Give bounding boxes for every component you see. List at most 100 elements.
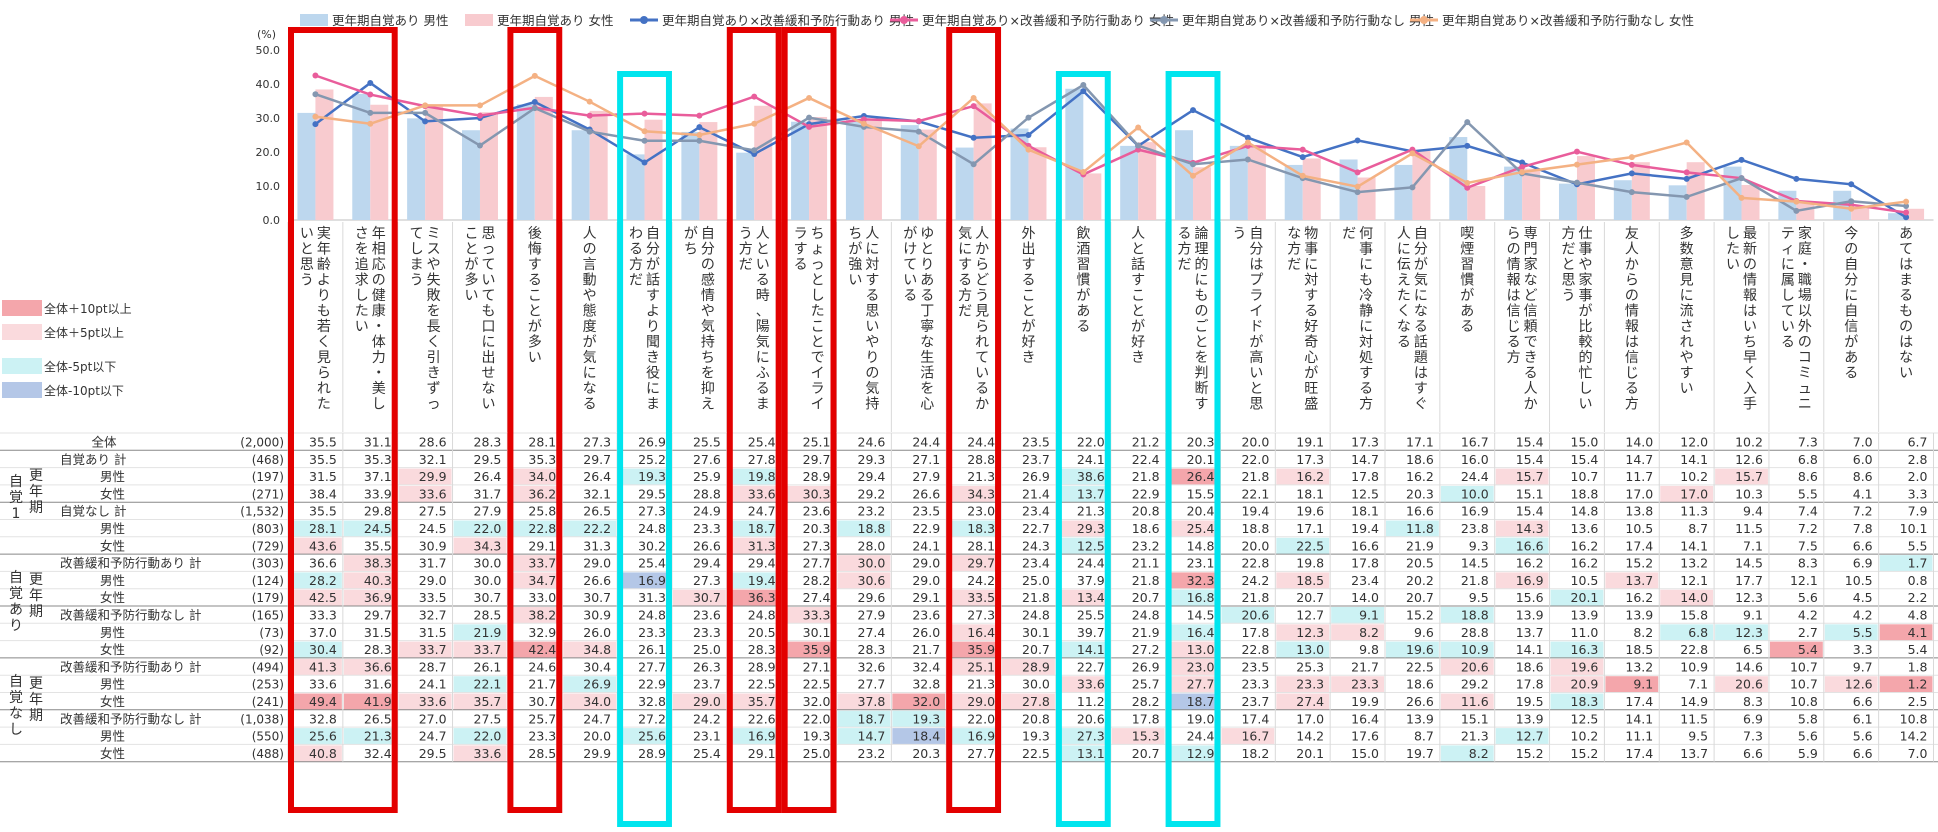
cell-highlight [947, 658, 1001, 676]
cell-highlight [1166, 745, 1220, 762]
cell-highlight [1550, 676, 1604, 693]
category-label: を [427, 304, 441, 320]
bar-female [1193, 167, 1212, 220]
row-base: (1,532) [240, 505, 284, 519]
cell-value: 19.5 [1516, 694, 1544, 709]
y-unit-label: (%) [257, 28, 276, 41]
cell-value: 16.0 [1461, 452, 1489, 467]
cell-value: 15.3 [1132, 729, 1160, 744]
category-label: 出 [481, 350, 495, 366]
group-sublabel: 年 [29, 484, 43, 500]
cell-value: 24.1 [1077, 452, 1105, 467]
category-label: ち [701, 350, 715, 366]
cell-value: 23.5 [912, 504, 940, 519]
category-label: 好 [1131, 335, 1145, 351]
cell-value: 26.6 [583, 573, 611, 588]
cell-value: 5.5 [1798, 486, 1818, 501]
cell-value: 23.4 [1022, 556, 1050, 571]
cell-value: 14.5 [1461, 556, 1489, 571]
category-label: る [583, 397, 597, 413]
series-point [1628, 170, 1635, 177]
category-label: し [1781, 288, 1795, 304]
cell-value: 15.7 [1516, 469, 1544, 484]
cell-value: 35.9 [803, 642, 831, 657]
legend-item: 更年期自覚あり×改善緩和予防行動なし 女性 [1410, 13, 1694, 28]
category-label: な [481, 381, 495, 397]
cell-value: 23.7 [693, 677, 721, 692]
category-label: に [1195, 273, 1209, 289]
cell-value: 23.3 [1351, 677, 1379, 692]
cell-value: 13.7 [1077, 486, 1105, 501]
category-label: 何 [1359, 226, 1373, 242]
cell-value: 30.4 [309, 642, 337, 657]
category-label: が [583, 335, 597, 351]
cell-value: 21.7 [912, 642, 940, 657]
category-label: 多 [528, 334, 542, 351]
cell-value: 35.5 [309, 504, 337, 519]
cell-value: 18.6 [1406, 452, 1434, 467]
category-label: き [1021, 350, 1035, 366]
series-point [1848, 205, 1855, 212]
category-label: ・ [1798, 257, 1812, 273]
cell-value: 25.6 [309, 729, 337, 744]
category-label: 較 [1578, 335, 1592, 351]
category-label: な [1414, 304, 1428, 320]
bar-female [1412, 150, 1431, 220]
cell-highlight [1879, 676, 1933, 693]
cell-value: 4.1 [1908, 625, 1928, 640]
cell-highlight [1331, 676, 1384, 693]
category-label: ら [317, 366, 331, 382]
cell-value: 21.3 [967, 677, 995, 692]
cell-value: 40.8 [309, 746, 337, 761]
cell-highlight [343, 555, 397, 572]
cell-value: 37.8 [858, 694, 886, 709]
category-label: は [1507, 288, 1521, 304]
series-point [751, 120, 758, 127]
cell-value: 9.5 [1688, 729, 1708, 744]
cell-value: 15.4 [1516, 452, 1544, 467]
cell-value: 27.2 [638, 711, 666, 726]
category-label: す [1680, 366, 1694, 382]
cell-value: 31.6 [364, 677, 392, 692]
cell-value: 28.1 [967, 538, 995, 553]
cell-value: 26.1 [474, 659, 502, 674]
cell-value: 28.1 [309, 521, 337, 536]
cell-highlight [1660, 624, 1714, 641]
cell-value: 22.9 [638, 677, 666, 692]
cell-value: 16.2 [1296, 469, 1324, 484]
series-point [367, 120, 374, 127]
cell-value: 24.6 [858, 435, 886, 450]
cell-value: 29.7 [583, 452, 611, 467]
cell-highlight [1056, 589, 1110, 606]
category-label: る [528, 273, 542, 289]
cell-value: 32.4 [364, 746, 392, 761]
category-label: 新 [1743, 242, 1757, 258]
category-label: 気 [583, 350, 597, 366]
category-label: と [1561, 257, 1575, 273]
cell-value: 11.6 [1461, 694, 1489, 709]
category-label: 生 [920, 350, 934, 366]
cell-highlight [1495, 728, 1549, 745]
cell-value: 7.4 [1798, 504, 1818, 519]
category-label: ま [756, 397, 770, 413]
category-label: い [1578, 397, 1592, 413]
cell-value: 16.6 [1516, 538, 1544, 553]
category-label: 引 [427, 350, 441, 366]
cell-value: 22.0 [803, 711, 831, 726]
cell-highlight [727, 589, 781, 606]
category-label: 情 [1507, 257, 1521, 273]
cell-highlight [563, 520, 617, 537]
category-label: す [958, 257, 972, 273]
cell-value: 26.6 [1406, 694, 1434, 709]
row-base: (303) [252, 557, 284, 571]
cell-value: 6.6 [1853, 694, 1873, 709]
series-point [1683, 175, 1690, 182]
cell-value: 16.2 [1406, 469, 1434, 484]
cell-value: 34.0 [528, 469, 556, 484]
category-label: に [1680, 288, 1694, 304]
cell-value: 4.1 [1853, 486, 1873, 501]
cell-value: 29.3 [1077, 521, 1105, 536]
cell-value: 27.6 [693, 452, 721, 467]
cell-value: 29.0 [419, 573, 447, 588]
category-label: い [1743, 319, 1757, 335]
